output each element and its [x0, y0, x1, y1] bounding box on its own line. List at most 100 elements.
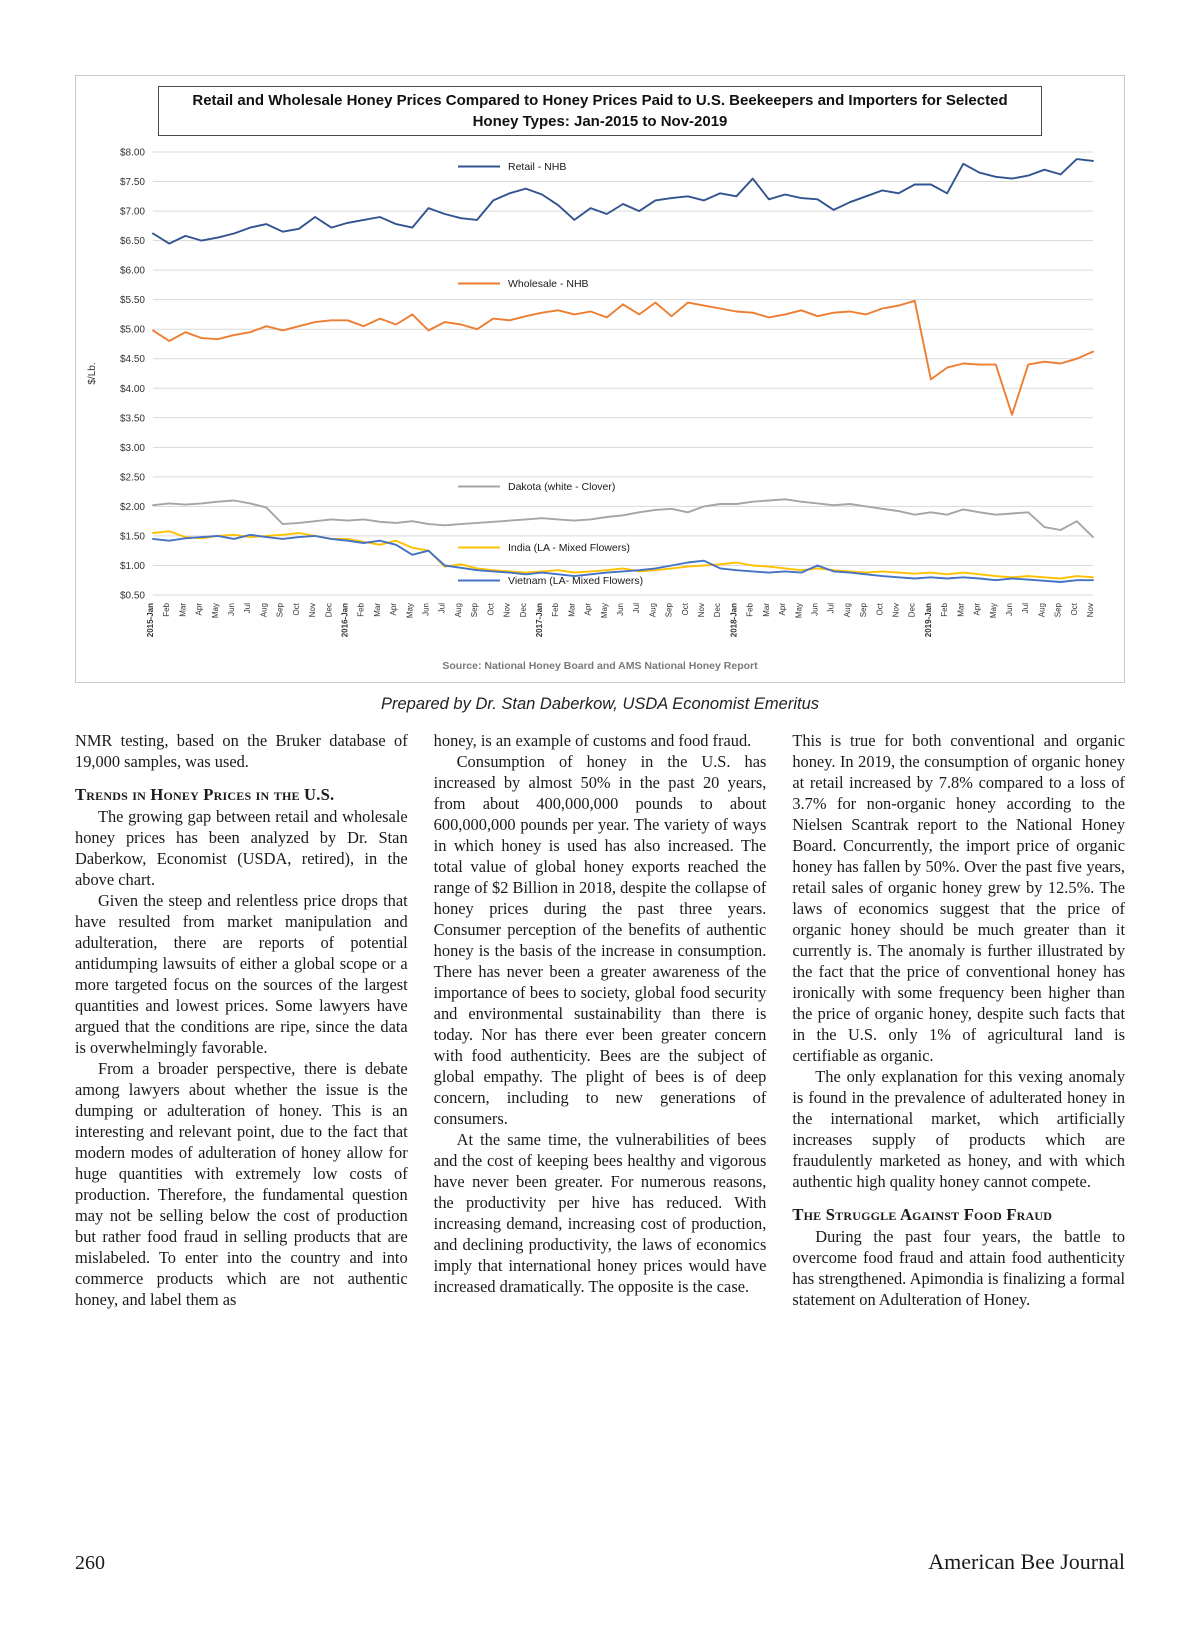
- svg-text:Wholesale - NHB: Wholesale - NHB: [508, 278, 589, 290]
- svg-text:Dec: Dec: [519, 603, 528, 617]
- article-paragraph: Given the steep and relentless price dro…: [75, 891, 408, 1058]
- svg-text:Nov: Nov: [1086, 603, 1095, 617]
- svg-text:Feb: Feb: [746, 602, 755, 616]
- svg-text:Apr: Apr: [778, 603, 787, 616]
- svg-text:Oct: Oct: [681, 602, 690, 615]
- svg-text:Mar: Mar: [567, 603, 576, 617]
- chart-source: Source: National Honey Board and AMS Nat…: [442, 660, 758, 672]
- svg-text:Oct: Oct: [875, 602, 884, 615]
- article-paragraph: honey, is an example of customs and food…: [433, 731, 752, 750]
- svg-text:2018-Jan: 2018-Jan: [729, 603, 738, 637]
- svg-text:May: May: [211, 603, 220, 618]
- svg-text:Sep: Sep: [665, 602, 674, 617]
- svg-text:$0.50: $0.50: [120, 591, 145, 602]
- svg-text:Jun: Jun: [810, 603, 819, 616]
- svg-text:Mar: Mar: [178, 603, 187, 617]
- svg-text:$7.50: $7.50: [120, 177, 145, 188]
- svg-text:$8.00: $8.00: [120, 148, 145, 159]
- page-footer: 260 American Bee Journal: [75, 1549, 1125, 1575]
- svg-text:Sep: Sep: [276, 602, 285, 617]
- svg-text:$/Lb.: $/Lb.: [87, 362, 98, 384]
- article-columns: NMR testing, based on the Bruker databas…: [75, 730, 1125, 1310]
- svg-text:$6.50: $6.50: [120, 236, 145, 247]
- svg-text:$2.50: $2.50: [120, 472, 145, 483]
- article-paragraph: NMR testing, based on the Bruker databas…: [75, 731, 408, 771]
- svg-text:$7.00: $7.00: [120, 207, 145, 218]
- svg-text:Sep: Sep: [1054, 602, 1063, 617]
- svg-text:Oct: Oct: [292, 602, 301, 615]
- article-paragraph: The only explanation for this vexing ano…: [792, 1067, 1126, 1191]
- svg-text:India (LA - Mixed Flowers): India (LA - Mixed Flowers): [508, 542, 630, 554]
- svg-text:Jun: Jun: [616, 603, 625, 616]
- svg-text:May: May: [794, 603, 803, 618]
- svg-text:2015-Jan: 2015-Jan: [146, 603, 155, 637]
- article-column-2: honey, is an example of customs and food…: [434, 730, 767, 1310]
- svg-text:Aug: Aug: [843, 603, 852, 617]
- svg-text:Apr: Apr: [195, 603, 204, 616]
- svg-text:$4.50: $4.50: [120, 354, 145, 365]
- svg-text:Sep: Sep: [859, 602, 868, 617]
- svg-text:Oct: Oct: [486, 602, 495, 615]
- svg-text:Apr: Apr: [973, 603, 982, 616]
- svg-text:Dec: Dec: [713, 603, 722, 617]
- svg-text:Nov: Nov: [697, 603, 706, 617]
- svg-text:Aug: Aug: [648, 603, 657, 617]
- chart-title: Retail and Wholesale Honey Prices Compar…: [158, 86, 1042, 136]
- article-paragraph: The growing gap between retail and whole…: [75, 807, 408, 890]
- svg-text:Nov: Nov: [308, 603, 317, 617]
- page-number: 260: [75, 1552, 105, 1574]
- svg-text:$5.00: $5.00: [120, 325, 145, 336]
- svg-text:Feb: Feb: [940, 602, 949, 616]
- svg-text:May: May: [989, 603, 998, 618]
- svg-text:Aug: Aug: [1037, 603, 1046, 617]
- svg-text:$3.50: $3.50: [120, 413, 145, 424]
- svg-text:Vietnam (LA- Mixed Flowers): Vietnam (LA- Mixed Flowers): [508, 575, 643, 587]
- svg-text:Retail - NHB: Retail - NHB: [508, 161, 566, 173]
- article-paragraph: From a broader perspective, there is deb…: [75, 1059, 408, 1310]
- svg-text:Jun: Jun: [1005, 603, 1014, 616]
- svg-text:May: May: [600, 603, 609, 618]
- journal-name: American Bee Journal: [928, 1549, 1125, 1574]
- article-column-3: This is true for both conventional and o…: [792, 730, 1125, 1310]
- article-paragraph: During the past four years, the battle t…: [792, 1227, 1126, 1310]
- svg-text:$2.00: $2.00: [120, 502, 145, 513]
- svg-text:Sep: Sep: [470, 602, 479, 617]
- svg-text:Oct: Oct: [1070, 602, 1079, 615]
- svg-text:$6.00: $6.00: [120, 266, 145, 277]
- svg-text:Jun: Jun: [422, 603, 431, 616]
- section-heading-food-fraud: The Struggle Against Food Fraud: [792, 1205, 1053, 1224]
- chart-caption: Prepared by Dr. Stan Daberkow, USDA Econ…: [380, 695, 820, 713]
- article-column-1: NMR testing, based on the Bruker databas…: [75, 730, 408, 1310]
- svg-text:Nov: Nov: [892, 603, 901, 617]
- svg-text:Jul: Jul: [827, 603, 836, 613]
- article-paragraph: This is true for both conventional and o…: [792, 731, 1126, 1065]
- svg-text:2017-Jan: 2017-Jan: [535, 603, 544, 637]
- svg-text:Feb: Feb: [357, 602, 366, 616]
- honey-price-chart-figure: Retail and Wholesale Honey Prices Compar…: [75, 75, 1125, 683]
- svg-text:2016-Jan: 2016-Jan: [340, 603, 349, 637]
- svg-text:Jul: Jul: [632, 603, 641, 613]
- article-paragraph: Consumption of honey in the U.S. has inc…: [433, 752, 767, 1128]
- svg-text:Feb: Feb: [162, 602, 171, 616]
- svg-text:Mar: Mar: [373, 603, 382, 617]
- svg-text:Dakota (white - Clover): Dakota (white - Clover): [508, 481, 615, 493]
- svg-text:Jul: Jul: [243, 603, 252, 613]
- svg-text:$3.00: $3.00: [120, 443, 145, 454]
- svg-text:$5.50: $5.50: [120, 295, 145, 306]
- svg-text:Apr: Apr: [584, 603, 593, 616]
- article-paragraph: At the same time, the vulnerabilities of…: [433, 1130, 767, 1296]
- svg-text:Feb: Feb: [551, 602, 560, 616]
- svg-text:Jul: Jul: [438, 603, 447, 613]
- svg-text:Apr: Apr: [389, 603, 398, 616]
- svg-text:$1.00: $1.00: [120, 561, 145, 572]
- svg-text:2019-Jan: 2019-Jan: [924, 603, 933, 637]
- svg-text:Jul: Jul: [1021, 603, 1030, 613]
- svg-text:Dec: Dec: [324, 603, 333, 617]
- svg-text:Nov: Nov: [503, 603, 512, 617]
- svg-text:Aug: Aug: [454, 603, 463, 617]
- svg-text:Jun: Jun: [227, 603, 236, 616]
- svg-text:Mar: Mar: [956, 603, 965, 617]
- svg-text:Mar: Mar: [762, 603, 771, 617]
- honey-price-line-chart: $0.50 $1.00 $1.50 $2.00 $2.50 $3.00 $3.50 $4.00…: [87, 148, 1095, 638]
